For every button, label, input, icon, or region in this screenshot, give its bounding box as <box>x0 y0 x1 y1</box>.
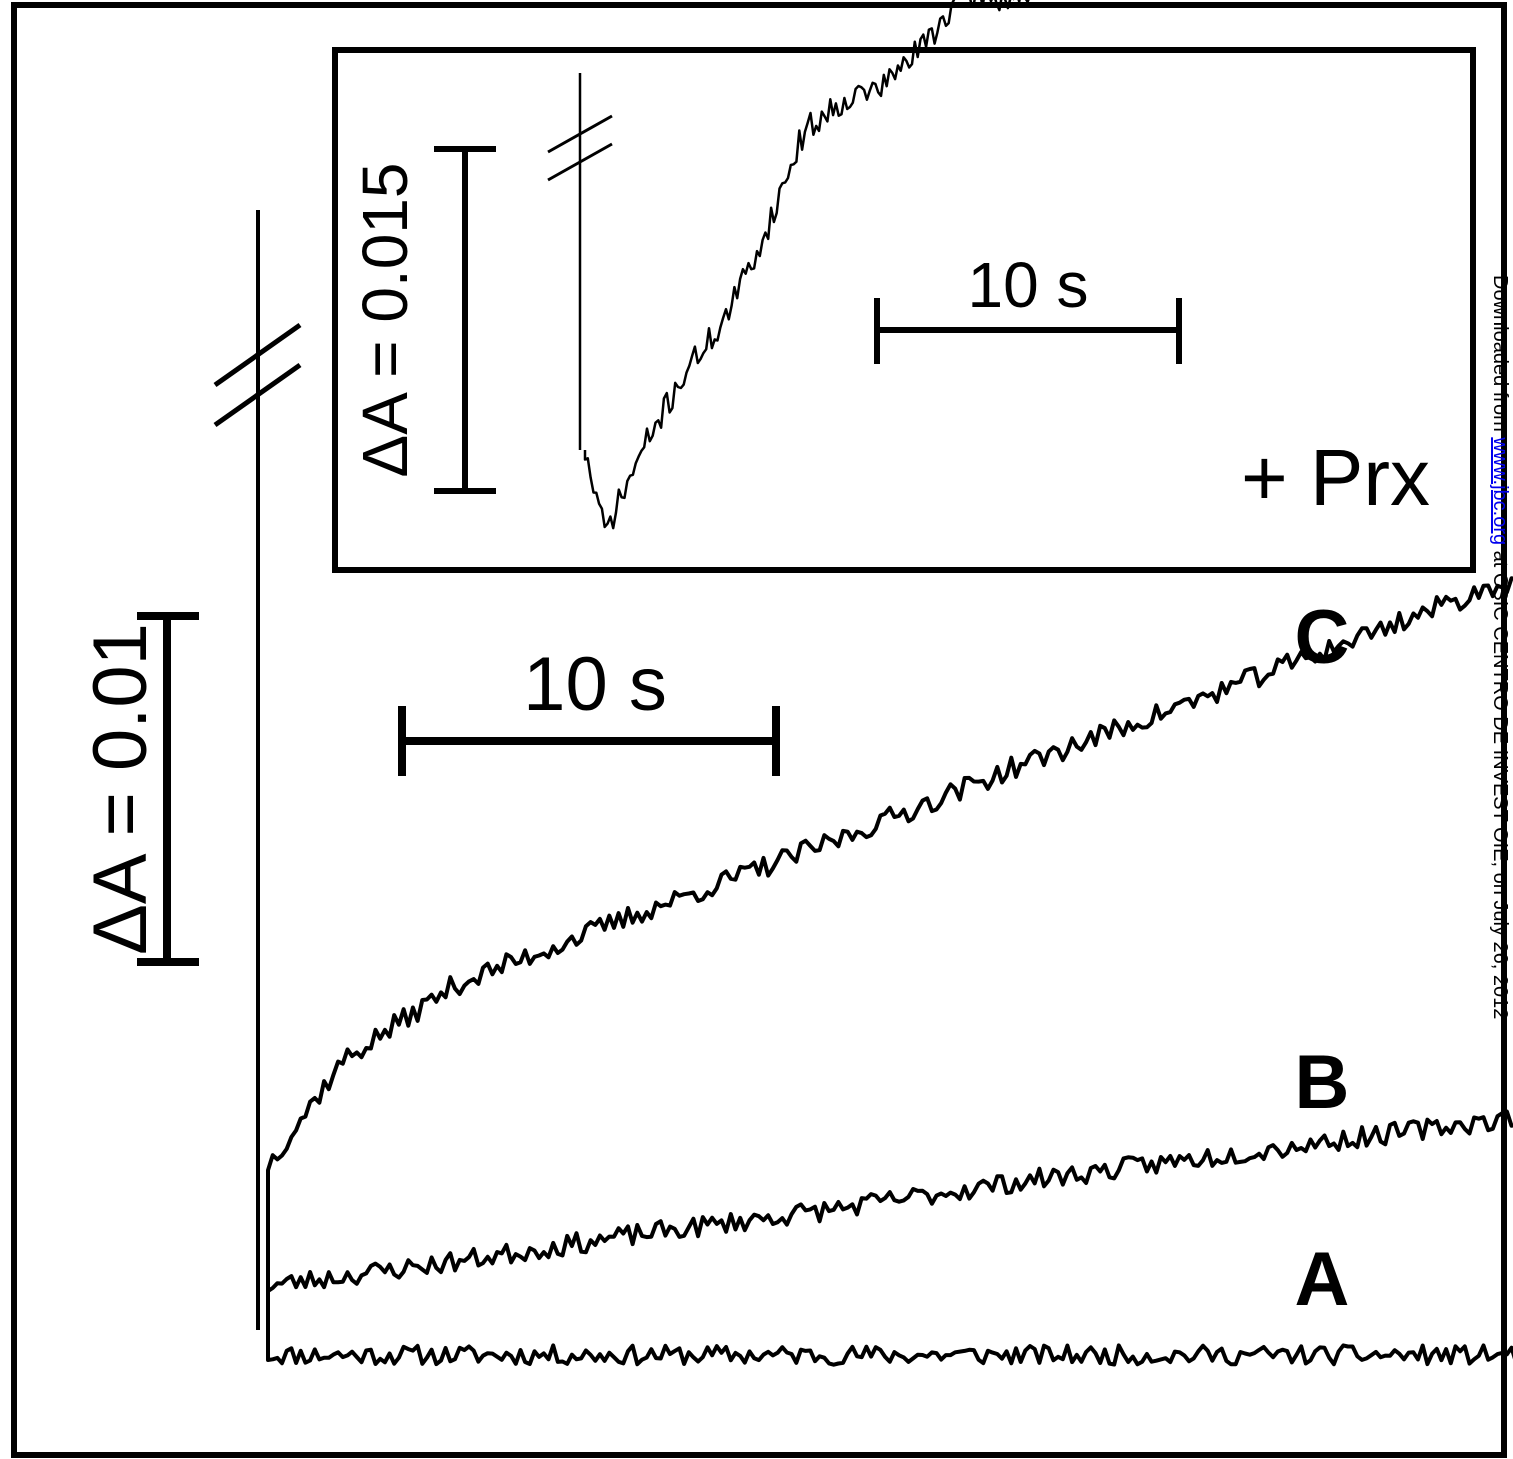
main-axis-break-lower <box>213 362 302 428</box>
inset-series-line <box>583 0 1030 530</box>
inset-panel: ΔA = 0.015 10 s + Prx <box>332 0 1476 573</box>
series-label-B: B <box>1295 1040 1350 1125</box>
inset-y-scale-bar: ΔA = 0.015 <box>349 146 496 494</box>
inset-x-scale-bar: 10 s <box>874 249 1182 364</box>
inset-y-scale-label: ΔA = 0.015 <box>349 163 421 478</box>
watermark-text: Downloaded from www.jbc.org at CSIC CENT… <box>1489 275 1511 1019</box>
watermark-link[interactable]: www.jbc.org <box>1489 436 1511 545</box>
series-line-A <box>266 1330 1513 1367</box>
inset-axis-break-upper <box>547 114 613 154</box>
main-panel: ΔA = 0.01 10 s C B A <box>78 210 1513 1367</box>
outer-frame <box>11 2 1507 1458</box>
inset-axis-break-lower <box>547 142 613 182</box>
inset-x-scale-label: 10 s <box>968 249 1089 321</box>
main-y-scale-label: ΔA = 0.01 <box>78 623 163 955</box>
inset-frame <box>332 47 1476 573</box>
series-line-B <box>266 1109 1513 1330</box>
main-y-scale-bar: ΔA = 0.01 <box>78 612 199 966</box>
watermark-suffix: at CSIC CENTRO DE INVEST OIE, on July 26… <box>1489 545 1511 1019</box>
series-line-C <box>266 576 1513 1330</box>
inset-annotation: + Prx <box>1241 433 1430 522</box>
main-x-scale-label: 10 s <box>523 642 667 727</box>
main-x-scale-bar: 10 s <box>398 642 780 776</box>
main-axis-break-upper <box>213 322 302 388</box>
series-label-C: C <box>1295 595 1350 680</box>
series-label-A: A <box>1295 1237 1350 1322</box>
watermark-prefix: Downloaded from <box>1489 275 1511 437</box>
